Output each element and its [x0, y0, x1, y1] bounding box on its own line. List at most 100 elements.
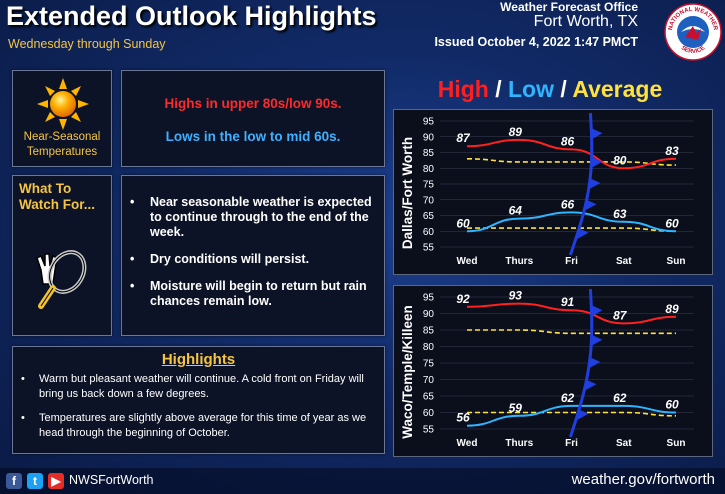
- lows-summary: Lows in the low to mid 60s.: [165, 129, 341, 144]
- y-tick-label: 55: [423, 243, 435, 254]
- low-value-label: 56: [456, 411, 470, 425]
- low-series-line: [466, 404, 677, 427]
- x-tick-label: Sun: [667, 256, 686, 267]
- chart-dallas-fort-worth-svg: 55 60 65 70 75 80 85 90 95 Dallas/Fort Worth Wed Th…: [400, 112, 694, 267]
- x-tick-label: Thurs: [505, 438, 533, 449]
- highlights-list: Warm but pleasant weather will continue.…: [19, 372, 381, 450]
- x-tick-label: Sat: [616, 256, 632, 267]
- high-value-label: 93: [509, 289, 523, 303]
- y-tick-label: 75: [423, 180, 435, 191]
- list-item: Near seasonable weather is expected to c…: [130, 195, 380, 240]
- cold-front-triangle: [577, 408, 589, 420]
- chart-legend: High / Low / Average: [400, 76, 700, 103]
- low-value-label: 64: [509, 204, 523, 218]
- cold-front-triangle: [577, 227, 589, 239]
- cold-front-triangle: [591, 305, 603, 317]
- chart-title: Waco/Temple/Killeen: [400, 305, 415, 439]
- social-handle[interactable]: NWSFortWorth: [69, 473, 154, 487]
- cold-front-triangle: [591, 156, 603, 168]
- list-item: Temperatures are slightly above average …: [19, 411, 381, 441]
- x-tick-label: Sat: [616, 438, 632, 449]
- high-value-label: 80: [613, 153, 627, 167]
- high-series-line: [466, 138, 677, 170]
- facebook-icon[interactable]: f: [6, 473, 22, 489]
- cold-front-triangle: [591, 334, 603, 346]
- y-tick-label: 80: [423, 342, 435, 353]
- youtube-icon[interactable]: ▶: [48, 473, 64, 489]
- y-tick-label: 65: [423, 392, 435, 403]
- y-tick-label: 85: [423, 148, 435, 159]
- y-tick-label: 90: [423, 309, 435, 320]
- legend-separator: /: [560, 76, 567, 102]
- low-value-label: 59: [509, 401, 523, 415]
- low-value-label: 60: [456, 216, 470, 230]
- chart-waco-temple-killeen-svg: 55 60 65 70 75 80 85 90 95 Waco/Temple/Killeen Wed…: [400, 289, 694, 449]
- watch-bullets-panel: Near seasonable weather is expected to c…: [121, 175, 385, 336]
- low-value-label: 63: [613, 207, 627, 221]
- legend-high: High: [437, 76, 489, 102]
- cold-front-triangle: [589, 178, 601, 189]
- chart-waco-temple-killeen: 55 60 65 70 75 80 85 90 95 Waco/Temple/Killeen Wed…: [393, 285, 713, 457]
- x-tick-label: Fri: [565, 438, 578, 449]
- cold-front-triangle: [585, 199, 597, 211]
- what-to-watch-panel: What To Watch For...: [12, 175, 112, 336]
- page-subtitle: Wednesday through Sunday: [8, 37, 166, 51]
- cold-front-triangle: [585, 379, 597, 391]
- average-low-line: [467, 411, 677, 417]
- svg-text:SERVICE: SERVICE: [680, 45, 707, 55]
- y-tick-label: 75: [423, 359, 435, 370]
- chart-dallas-fort-worth: 55 60 65 70 75 80 85 90 95 Dallas/Fort Worth Wed Th…: [393, 109, 713, 275]
- watch-bullet-list: Near seasonable weather is expected to c…: [130, 195, 380, 321]
- x-tick-label: Thurs: [505, 256, 533, 267]
- x-tick-label: Sun: [667, 438, 686, 449]
- logo-text-bottom: SERVICE: [680, 45, 707, 55]
- y-tick-label: 95: [423, 293, 435, 304]
- y-tick-label: 65: [423, 211, 435, 222]
- y-tick-label: 70: [423, 375, 435, 386]
- low-value-label: 60: [665, 398, 679, 412]
- low-value-label: 66: [561, 197, 575, 211]
- near-seasonal-label: Near-Seasonal Temperatures: [13, 130, 111, 160]
- low-series-line: [466, 211, 677, 233]
- cold-front-triangle: [591, 128, 603, 140]
- high-value-label: 89: [665, 302, 679, 316]
- what-to-watch-line2: Watch For...: [19, 197, 96, 212]
- average-low-line: [467, 227, 677, 233]
- near-seasonal-label-line1: Near-Seasonal: [23, 131, 101, 143]
- highlights-title: Highlights: [161, 351, 236, 368]
- nws-logo-icon: NATIONAL WEATHER SERVICE: [664, 3, 722, 61]
- y-tick-label: 60: [423, 408, 435, 419]
- legend-average: Average: [572, 76, 663, 102]
- average-high-line: [466, 158, 677, 166]
- legend-low: Low: [508, 76, 554, 102]
- footer: f t ▶ NWSFortWorth weather.gov/fortworth: [0, 468, 725, 494]
- x-tick-label: Fri: [565, 256, 578, 267]
- y-tick-label: 55: [423, 425, 435, 436]
- highs-summary: Highs in upper 80s/low 90s.: [164, 96, 342, 111]
- average-high-line: [466, 329, 676, 335]
- low-value-label: 62: [613, 391, 627, 405]
- low-value-label: 62: [561, 391, 575, 405]
- high-value-label: 83: [665, 144, 679, 158]
- x-tick-label: Wed: [457, 256, 478, 267]
- what-to-watch-label: What To Watch For...: [19, 181, 95, 213]
- header: Extended Outlook Highlights Wednesday th…: [0, 0, 725, 62]
- near-seasonal-panel: Near-Seasonal Temperatures: [12, 70, 112, 167]
- page-title: Extended Outlook Highlights: [6, 1, 377, 31]
- y-tick-label: 90: [423, 132, 435, 143]
- legend-separator: /: [495, 76, 502, 102]
- high-value-label: 87: [613, 308, 628, 322]
- high-series-line: [466, 302, 677, 325]
- sun-icon: [37, 78, 89, 130]
- list-item: Dry conditions will persist.: [130, 252, 380, 267]
- y-tick-label: 70: [423, 195, 435, 206]
- twitter-icon[interactable]: t: [27, 473, 43, 489]
- high-value-label: 89: [509, 125, 523, 139]
- low-value-label: 60: [665, 216, 679, 230]
- y-tick-label: 80: [423, 164, 435, 175]
- y-tick-label: 60: [423, 227, 435, 238]
- cold-front-triangle: [589, 357, 601, 368]
- website-link[interactable]: weather.gov/fortworth: [571, 471, 715, 488]
- high-value-label: 86: [561, 134, 575, 148]
- near-seasonal-label-line2: Temperatures: [26, 146, 98, 158]
